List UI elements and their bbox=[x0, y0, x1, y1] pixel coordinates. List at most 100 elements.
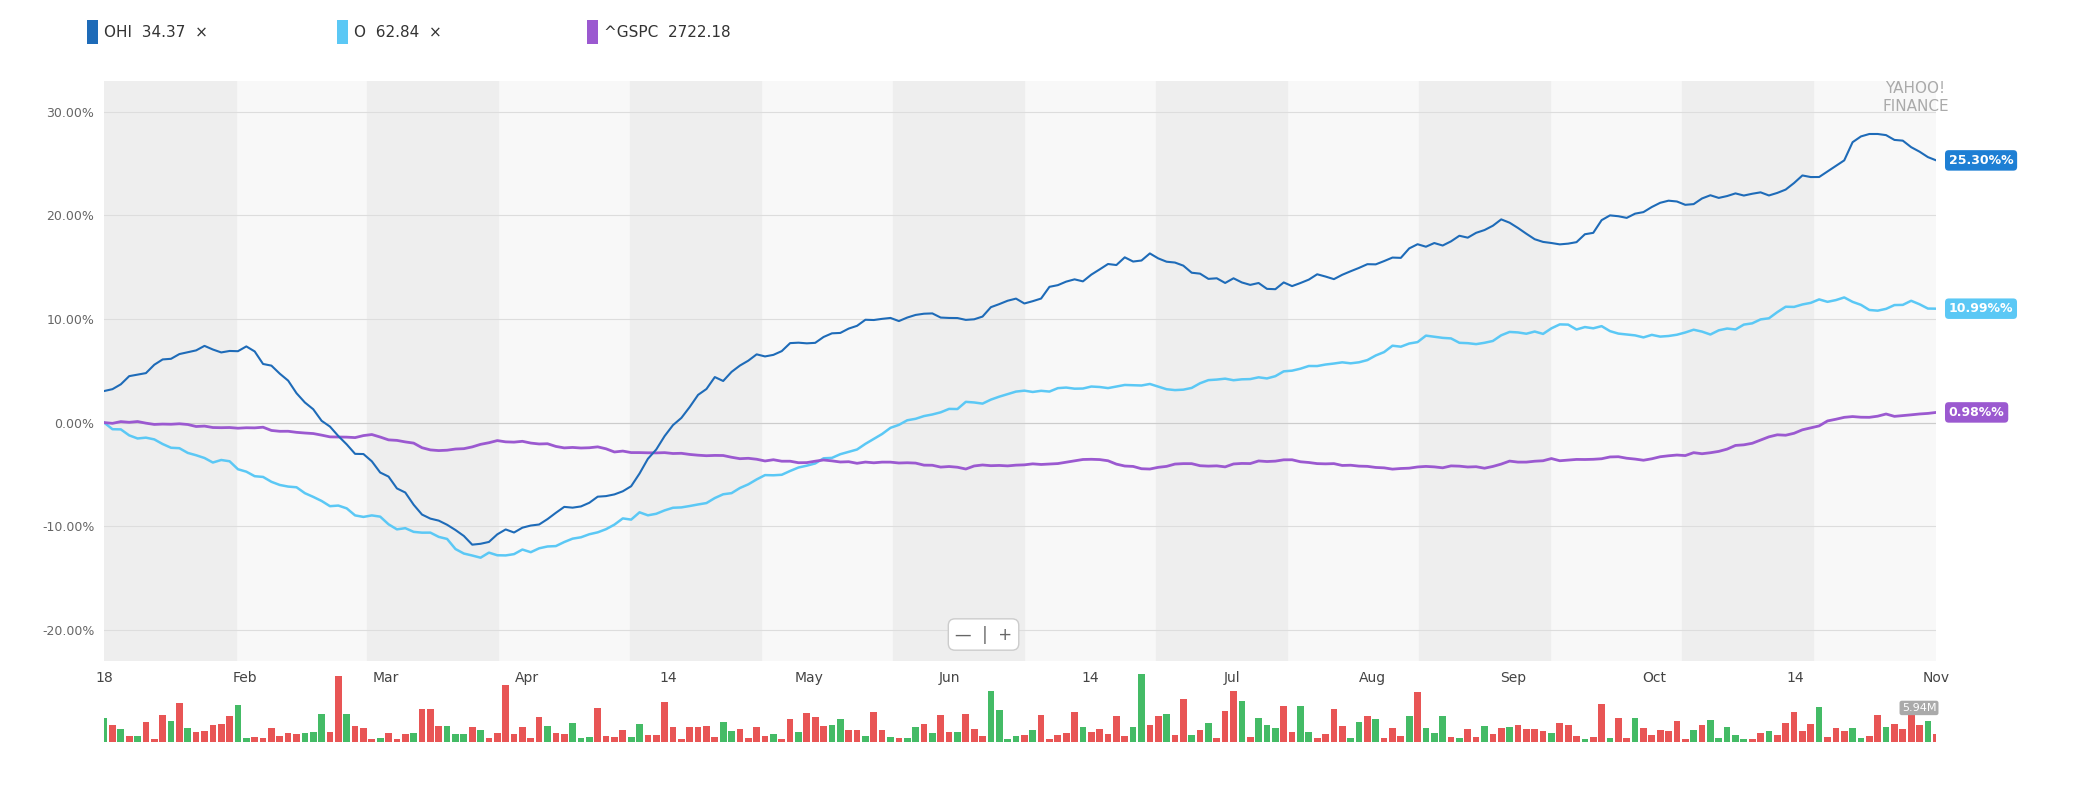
Bar bbox=[1757, 733, 1763, 742]
Bar bbox=[402, 733, 408, 742]
Bar bbox=[418, 708, 425, 742]
Bar bbox=[1599, 704, 1605, 742]
Bar bbox=[1915, 725, 1924, 742]
Bar bbox=[1322, 734, 1328, 742]
Bar bbox=[1156, 81, 1287, 661]
Bar bbox=[1029, 730, 1037, 742]
Bar bbox=[1899, 729, 1907, 742]
Bar bbox=[369, 738, 375, 742]
Bar bbox=[194, 733, 200, 742]
Bar bbox=[593, 708, 602, 742]
Bar bbox=[1430, 733, 1439, 742]
Text: 5.94M: 5.94M bbox=[1901, 703, 1936, 713]
Bar bbox=[695, 727, 702, 742]
Bar bbox=[1616, 718, 1622, 742]
Bar bbox=[202, 731, 208, 742]
Bar bbox=[568, 723, 577, 742]
Bar bbox=[837, 719, 843, 742]
Bar bbox=[637, 725, 643, 742]
Bar bbox=[1222, 711, 1228, 742]
Bar bbox=[629, 737, 635, 742]
Bar bbox=[912, 727, 918, 742]
Bar bbox=[779, 738, 785, 742]
Bar bbox=[152, 739, 158, 742]
Bar bbox=[670, 727, 677, 742]
Bar bbox=[1280, 706, 1287, 742]
Bar bbox=[770, 734, 777, 742]
Bar bbox=[1062, 733, 1070, 742]
Bar bbox=[612, 737, 618, 742]
Bar bbox=[1455, 738, 1464, 742]
Bar bbox=[1632, 718, 1639, 742]
Bar bbox=[970, 729, 979, 742]
Bar bbox=[1582, 739, 1589, 742]
Bar bbox=[585, 737, 593, 742]
Bar bbox=[1522, 729, 1530, 742]
Bar bbox=[1389, 729, 1395, 742]
Bar bbox=[1932, 734, 1940, 742]
Bar bbox=[1347, 738, 1353, 742]
Bar bbox=[302, 733, 308, 742]
Bar bbox=[1832, 729, 1838, 742]
Bar bbox=[1816, 707, 1822, 742]
Bar bbox=[602, 736, 610, 742]
Bar bbox=[729, 731, 735, 742]
Bar bbox=[754, 727, 760, 742]
Bar bbox=[235, 704, 242, 742]
Bar bbox=[1330, 708, 1337, 742]
Bar bbox=[654, 735, 660, 742]
Bar bbox=[1890, 724, 1899, 742]
Bar bbox=[1205, 723, 1212, 742]
Bar bbox=[862, 737, 868, 742]
Bar bbox=[1707, 720, 1713, 742]
Bar bbox=[962, 713, 968, 742]
Bar bbox=[954, 732, 960, 742]
Bar bbox=[1541, 732, 1547, 742]
Bar bbox=[1314, 737, 1320, 742]
Bar bbox=[477, 730, 483, 742]
Bar bbox=[1147, 725, 1153, 742]
Bar bbox=[979, 736, 987, 742]
Bar bbox=[1297, 706, 1303, 742]
Bar bbox=[1574, 736, 1580, 742]
Bar bbox=[687, 727, 693, 742]
Bar bbox=[352, 726, 358, 742]
Text: O  62.84  ×: O 62.84 × bbox=[354, 25, 441, 39]
Bar bbox=[1239, 700, 1245, 742]
Bar bbox=[294, 734, 300, 742]
Bar bbox=[1472, 737, 1480, 742]
Text: ^GSPC  2722.18: ^GSPC 2722.18 bbox=[604, 25, 731, 39]
Bar bbox=[879, 730, 885, 742]
Bar bbox=[1305, 732, 1312, 742]
Bar bbox=[1214, 738, 1220, 742]
Bar bbox=[160, 715, 167, 742]
Bar bbox=[1682, 738, 1689, 742]
Bar bbox=[712, 737, 718, 742]
Bar bbox=[1840, 731, 1847, 742]
Bar bbox=[987, 691, 995, 742]
Bar bbox=[1532, 729, 1539, 742]
Bar bbox=[327, 732, 333, 742]
Bar bbox=[452, 734, 458, 742]
Bar bbox=[1807, 724, 1813, 742]
Bar bbox=[252, 737, 258, 742]
Bar bbox=[133, 737, 142, 742]
Bar bbox=[100, 718, 108, 742]
Bar bbox=[829, 725, 835, 742]
Bar bbox=[1106, 734, 1112, 742]
Bar bbox=[1497, 728, 1505, 742]
Bar bbox=[410, 733, 416, 742]
Bar bbox=[1666, 731, 1672, 742]
Bar bbox=[1624, 737, 1630, 742]
Text: 25.30%%: 25.30%% bbox=[1949, 154, 2013, 167]
Bar bbox=[518, 727, 527, 742]
Bar bbox=[485, 738, 491, 742]
Bar bbox=[1264, 725, 1270, 742]
Bar bbox=[1089, 733, 1095, 742]
Bar bbox=[227, 716, 233, 742]
Bar bbox=[720, 722, 727, 742]
Bar bbox=[310, 732, 316, 742]
Bar bbox=[393, 738, 400, 742]
Bar bbox=[1197, 730, 1203, 742]
Bar bbox=[1447, 737, 1455, 742]
